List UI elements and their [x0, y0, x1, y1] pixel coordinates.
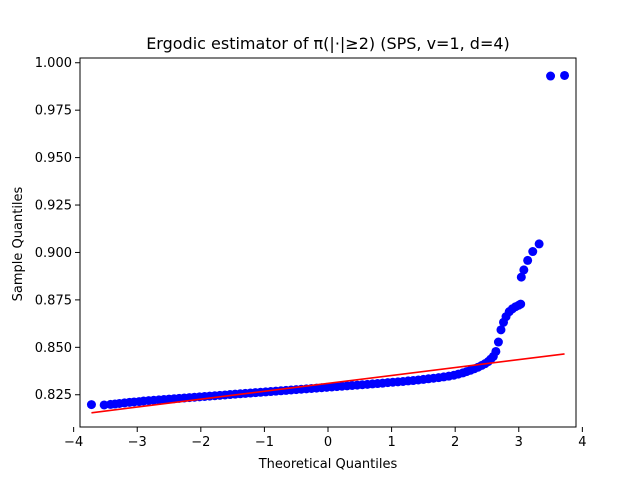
data-point: [528, 247, 538, 257]
data-point: [546, 71, 556, 81]
x-tick-label: 0: [324, 435, 332, 450]
x-tick-label: −4: [64, 435, 83, 450]
y-tick-label: 0.975: [35, 104, 72, 119]
y-tick-label: 0.900: [35, 246, 72, 261]
data-point: [534, 239, 544, 249]
x-tick-label: −3: [128, 435, 147, 450]
x-tick-label: 2: [451, 435, 459, 450]
data-point: [516, 299, 526, 309]
plot-area-frame: [79, 57, 577, 428]
y-tick-label: 0.850: [35, 341, 72, 356]
y-tick-label: 0.825: [35, 388, 72, 403]
y-tick-label: 0.925: [35, 199, 72, 214]
y-tick-label: 0.875: [35, 293, 72, 308]
x-axis-label: Theoretical Quantiles: [258, 457, 398, 472]
scatter-points: [86, 70, 570, 410]
x-tick-label: −2: [191, 435, 210, 450]
x-tick-label: −1: [255, 435, 274, 450]
data-point: [523, 255, 533, 265]
axis-ticks: −4 −3 −2 −1 0 1 2 3 4 0.825 0.850 0.875 0.900 0.925 0.…: [35, 56, 587, 450]
data-point: [516, 272, 526, 282]
data-point: [86, 400, 96, 410]
data-point: [560, 70, 570, 80]
y-tick-label: 0.950: [35, 151, 72, 166]
reference-line: [91, 353, 565, 414]
data-point: [519, 265, 529, 275]
x-tick-label: 1: [387, 435, 395, 450]
x-tick-label: 4: [578, 435, 586, 450]
reference-line-group: [91, 353, 565, 414]
data-point: [496, 325, 506, 335]
y-tick-label: 1.000: [35, 56, 72, 71]
data-point: [493, 337, 503, 347]
data-point: [491, 346, 501, 356]
chart-title: Ergodic estimator of π(|·|≥2) (SPS, v=1,…: [146, 34, 510, 53]
y-axis-label: Sample Quantiles: [11, 186, 26, 301]
x-tick-label: 3: [515, 435, 523, 450]
